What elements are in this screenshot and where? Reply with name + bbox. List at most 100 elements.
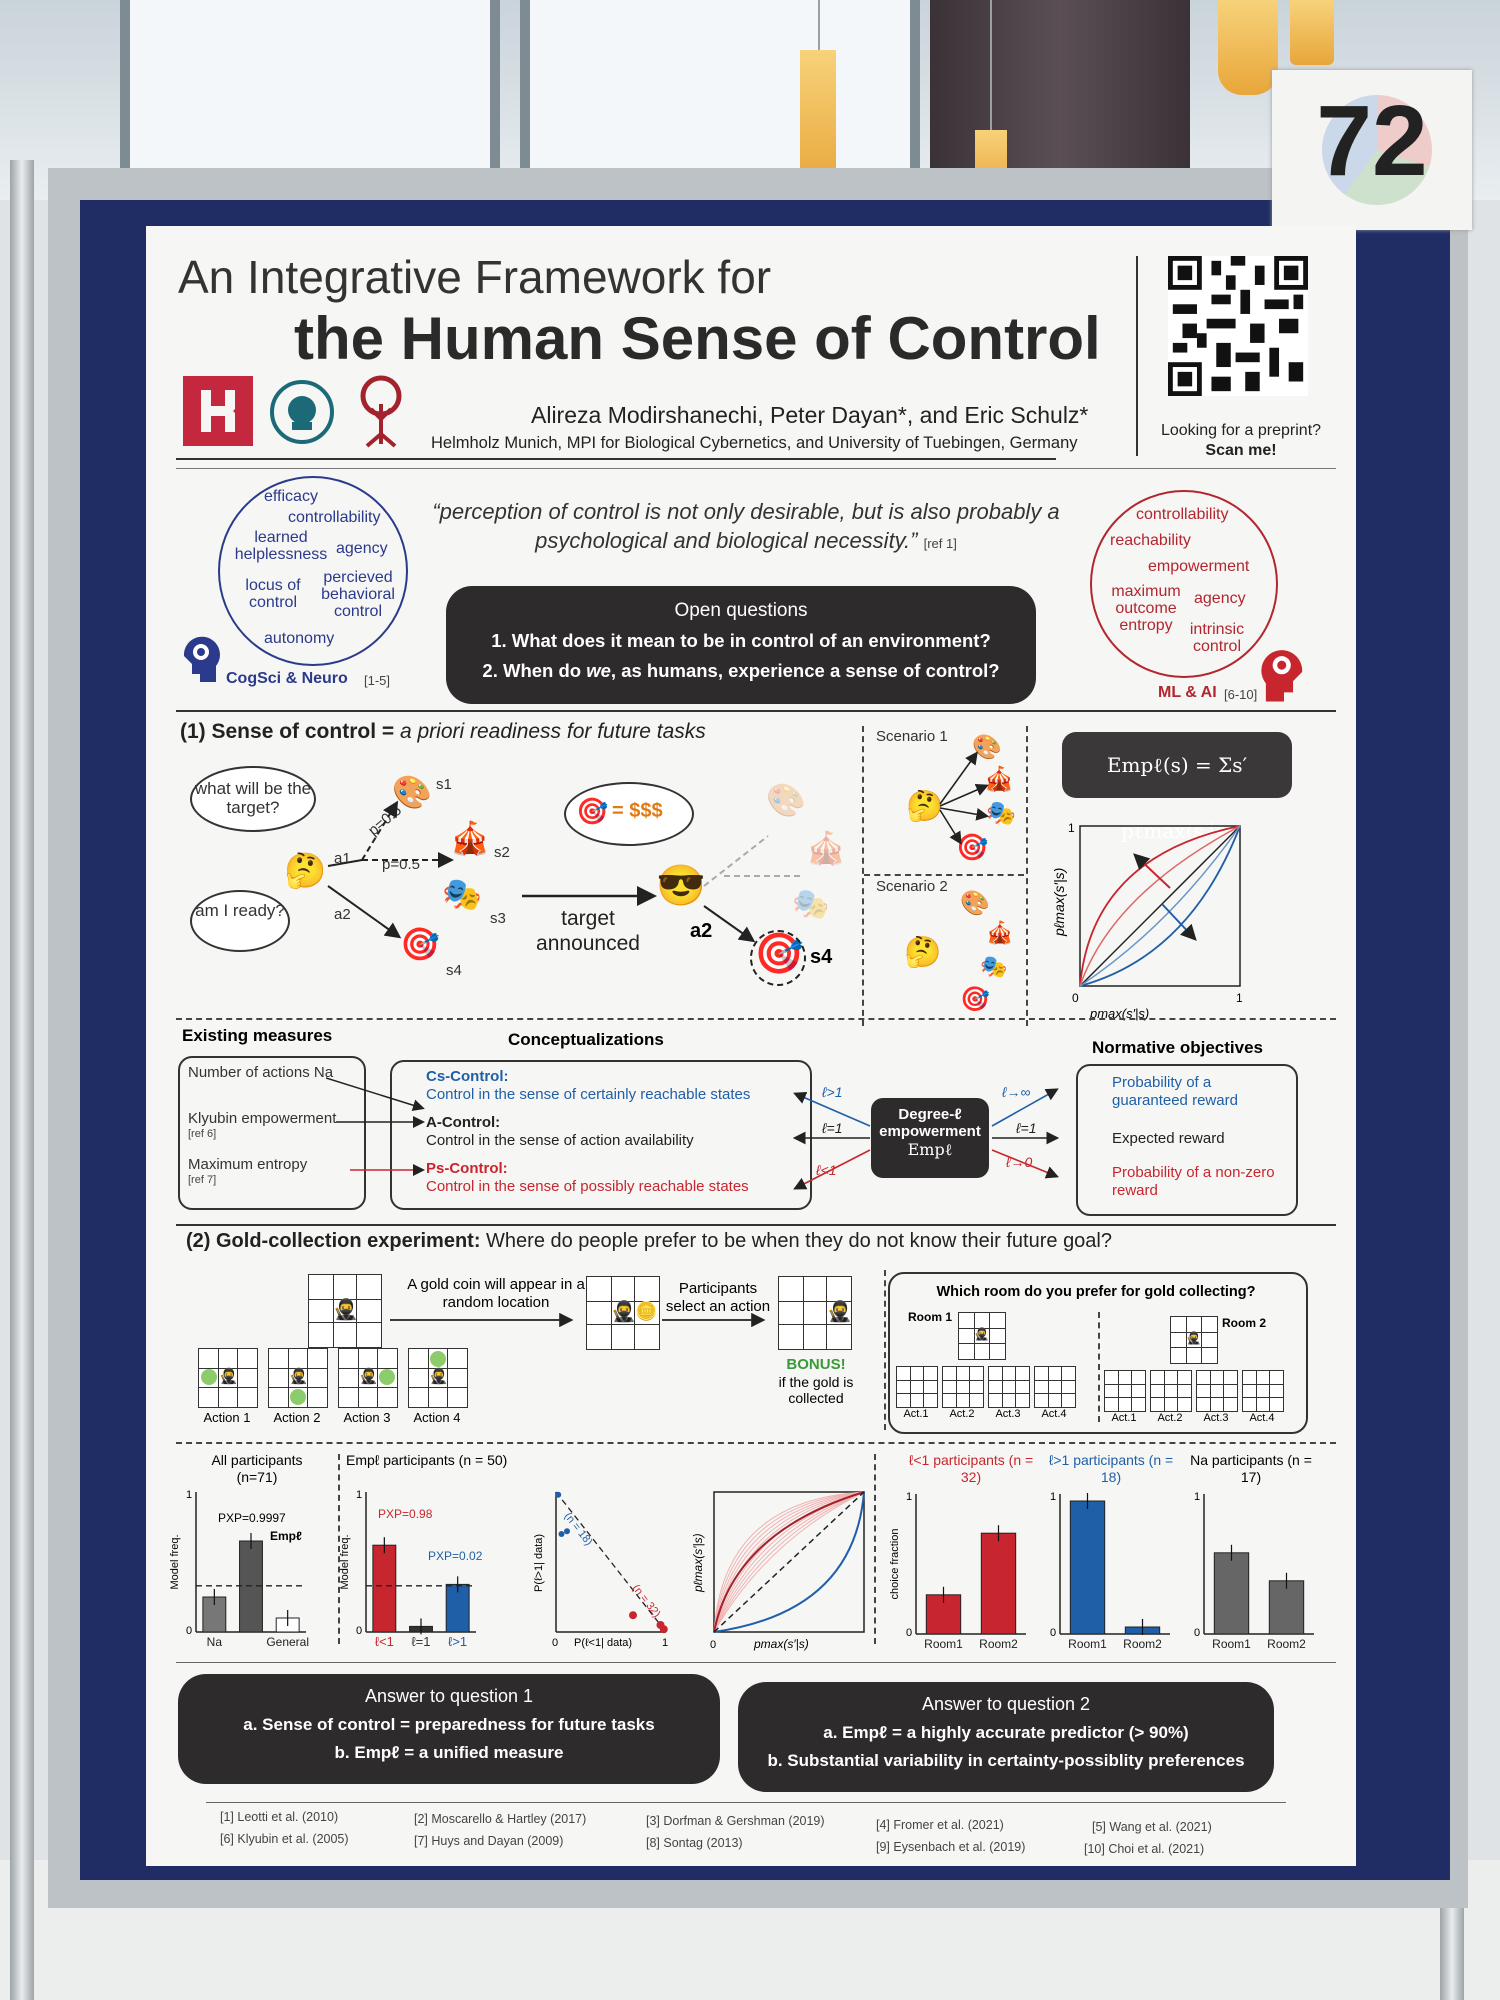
answer1-box: Answer to question 1 a. Sense of control…	[178, 1674, 720, 1784]
l-lt1-label: ℓ<1	[816, 1162, 837, 1178]
chart-category: Room1	[1212, 1637, 1251, 1651]
state-s2: s2	[494, 844, 510, 861]
mlai-ref: [6-10]	[1224, 687, 1258, 702]
pxp-label: PXP=0.98	[378, 1507, 433, 1521]
target-icon: 🎯	[960, 986, 990, 1013]
room-act-grid	[1034, 1366, 1076, 1408]
room-question: Which room do you prefer for gold collec…	[936, 1284, 1256, 1300]
concept-box	[390, 1060, 812, 1210]
degree-arrows	[792, 1088, 1060, 1190]
max-planck-logo	[270, 380, 334, 444]
cogsci-label: CogSci & Neuro	[226, 670, 348, 687]
curves-frame	[713, 1491, 865, 1633]
scatter-point	[629, 1611, 637, 1620]
action-grid: 🥷	[408, 1348, 468, 1408]
act-label: Act.4	[1249, 1412, 1275, 1424]
quote: “perception of control is not only desir…	[396, 498, 1096, 555]
chart-tick: 0	[1194, 1627, 1200, 1639]
state-s1: s1	[436, 776, 452, 793]
state-s3: s3	[490, 910, 506, 927]
act-label: Act.3	[995, 1408, 1021, 1420]
curve-xlabel: pmax(s′|s)	[753, 1637, 809, 1651]
section-rule	[176, 1662, 1336, 1663]
chart-category: Room2	[1123, 1637, 1162, 1651]
normative-box	[1076, 1064, 1298, 1216]
chart-tick: 0	[1050, 1627, 1056, 1639]
l-eq1-label: ℓ=1	[822, 1120, 843, 1136]
cogsci-word: percieved behavioral control	[321, 569, 395, 620]
quote-text: “perception of control is not only desir…	[432, 499, 1060, 553]
thinking-face-icon: 🤔	[906, 790, 944, 823]
chart-tick: 0	[906, 1627, 912, 1639]
divider	[1026, 726, 1028, 1026]
chart-bar	[1268, 1580, 1305, 1635]
curve-ylabel: pℓmax(s′|s)	[691, 1533, 705, 1593]
curve-line	[713, 1491, 865, 1633]
header-divider	[1136, 256, 1138, 456]
mlai-circle	[1090, 490, 1278, 678]
normative-guaranteed: Probability of a guaranteed reward	[1112, 1074, 1238, 1109]
reference: [8] Sontag (2013)	[646, 1836, 743, 1850]
lamp-cord	[818, 0, 820, 50]
existing-measure: Number of actions Na	[188, 1064, 334, 1081]
room-act-grid	[942, 1366, 984, 1408]
qr-code[interactable]	[1168, 256, 1308, 396]
chart-bar	[1069, 1500, 1106, 1635]
chart-ylabel: choice fraction	[889, 1529, 901, 1600]
reference: [4] Fromer et al. (2021)	[876, 1818, 1004, 1832]
chart-tick: 0	[356, 1625, 362, 1637]
mlai-word: agency	[1194, 590, 1246, 607]
window-left	[120, 0, 500, 190]
agent-icon: 🥷	[333, 1299, 358, 1321]
chart-bar	[372, 1544, 397, 1633]
reference: [10] Choi et al. (2021)	[1084, 1842, 1205, 1856]
divider	[338, 1454, 340, 1644]
cs-control-desc: Control in the sense of certainly reacha…	[426, 1086, 751, 1103]
existing-heading: Existing measures	[182, 1026, 333, 1045]
act-label: Act.3	[1203, 1412, 1229, 1424]
action-label: Action 1	[203, 1410, 251, 1425]
act-label: Act.2	[949, 1408, 975, 1420]
bonus-sub: if the gold is collected	[778, 1374, 854, 1407]
curve-line	[713, 1491, 865, 1633]
poster: An Integrative Framework for the Human S…	[146, 226, 1356, 1866]
answer2-heading: Answer to question 2	[921, 1694, 1091, 1714]
circus-tent-icon: 🎪	[984, 766, 1014, 793]
cogsci-circle	[218, 476, 408, 666]
action-label: Action 2	[273, 1410, 321, 1425]
palette-icon: 🎨	[766, 782, 806, 818]
emp-bar-label: Empℓ	[270, 1529, 302, 1543]
thought-cloud-target: what will be the target?	[190, 766, 316, 832]
l-eq1-right-label: ℓ=1	[1016, 1120, 1037, 1136]
open-question-1: 1. What does it mean to be in control of…	[491, 630, 991, 651]
flow-arrow	[662, 1312, 766, 1328]
chart-tick: 0	[552, 1637, 558, 1649]
scatter-point	[558, 1531, 565, 1537]
normative-expected: Expected reward	[1112, 1130, 1225, 1147]
grid-room-coin: 🥷 🪙	[586, 1276, 660, 1350]
chart-tick: 1	[662, 1637, 668, 1649]
concept-heading: Conceptualizations	[508, 1030, 664, 1049]
cogsci-word: efficacy	[264, 488, 318, 505]
curve-xlabel: pmax(s′|s)	[1089, 1006, 1149, 1021]
chart-tick: 1	[1194, 1491, 1200, 1503]
thought-cloud-money: 🎯 = $$$	[564, 782, 694, 846]
action-a2-bold: a2	[690, 920, 713, 942]
diagonal-line	[713, 1491, 865, 1633]
section-rule	[176, 1018, 1336, 1020]
lt1-participants-title: ℓ<1 participants (n = 32)	[908, 1452, 1034, 1485]
divider	[1098, 1312, 1100, 1422]
l-gt1-label: ℓ>1	[822, 1084, 843, 1100]
lamp-cord	[990, 0, 992, 130]
degree-empowerment-box: Degree-ℓ empowerment Empℓ	[871, 1098, 989, 1178]
cogsci-word: agency	[336, 540, 388, 557]
curve-line	[713, 1491, 865, 1633]
act-label: Act.1	[1111, 1412, 1137, 1424]
head-gear-icon	[183, 636, 220, 682]
mlai-label: ML & AI	[1158, 684, 1217, 701]
section1-heading: (1) Sense of control = a priori readines…	[180, 720, 706, 743]
room-act-grid	[1196, 1370, 1238, 1412]
announce-arrow	[522, 886, 657, 906]
circus-tent-icon: 🎪	[986, 920, 1014, 945]
curve-line	[713, 1491, 865, 1633]
